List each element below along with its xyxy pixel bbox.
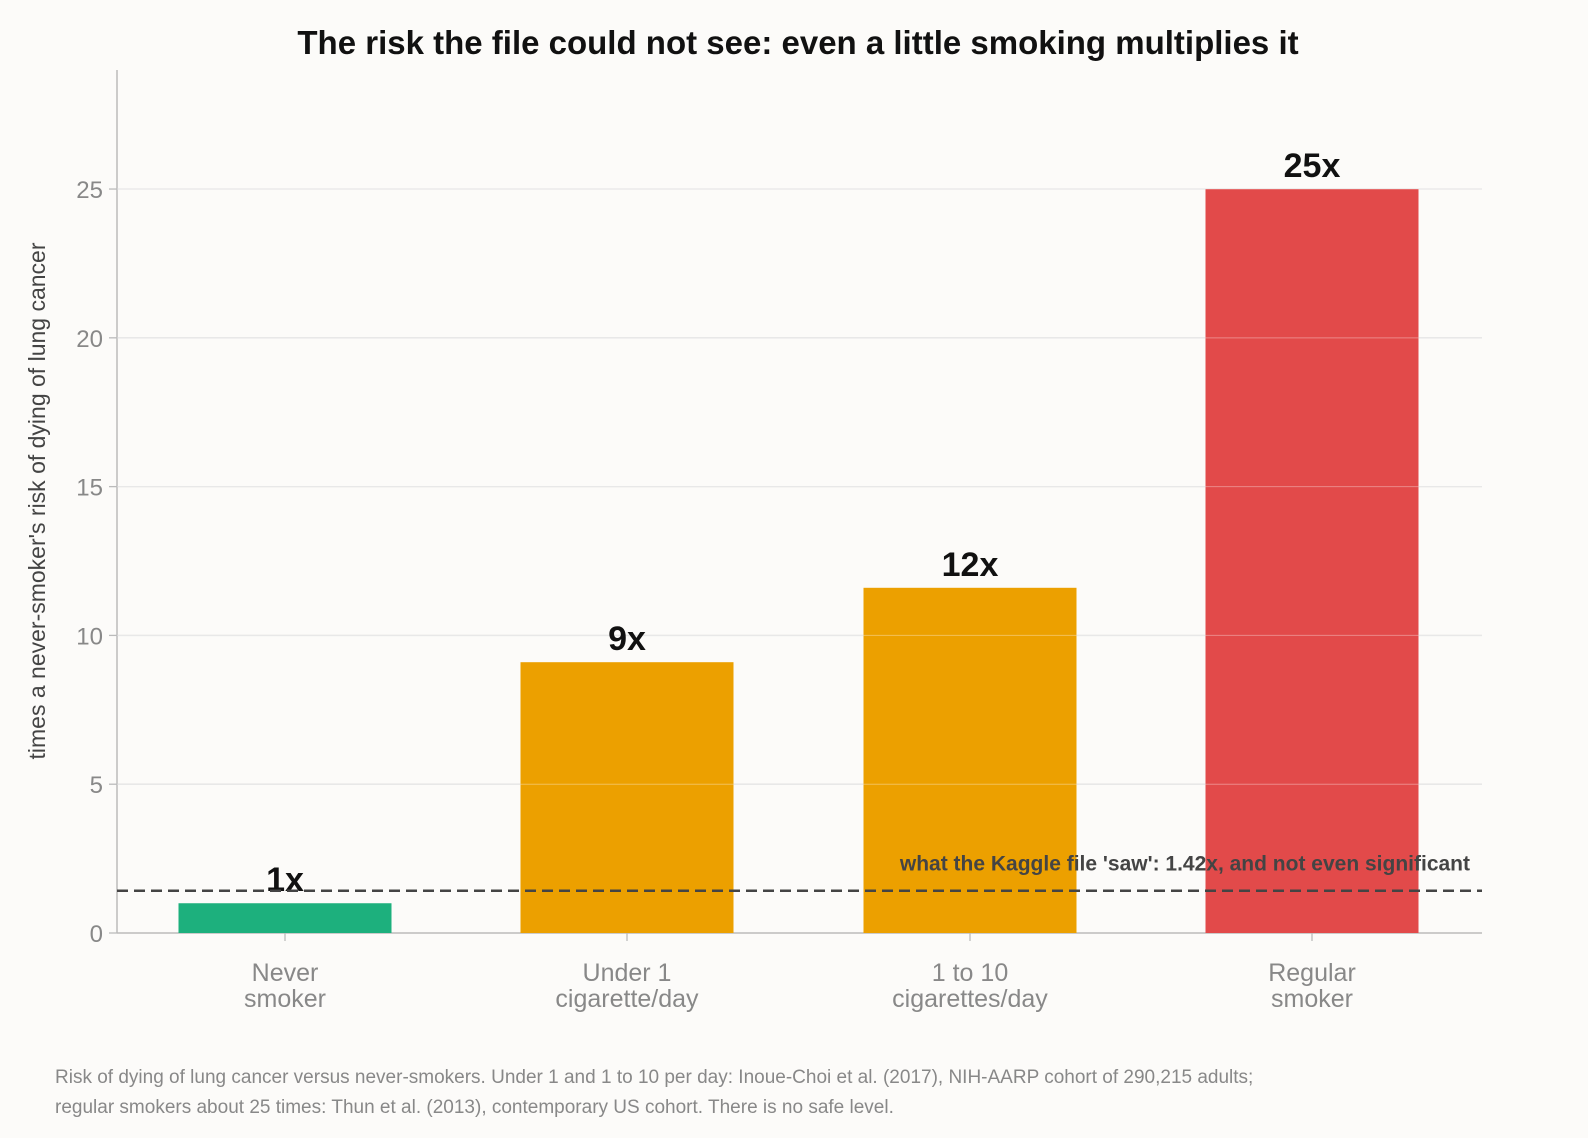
bar [863, 587, 1077, 933]
data-label: 12x [942, 546, 999, 584]
bar [1205, 189, 1419, 933]
y-tick-label: 20 [76, 326, 103, 353]
y-tick-label: 25 [76, 177, 103, 204]
bar [178, 903, 392, 933]
x-category-label: cigarette/day [555, 985, 699, 1013]
data-label: 25x [1284, 147, 1341, 185]
footnote: Risk of dying of lung cancer versus neve… [55, 1067, 1253, 1118]
y-axis-label: times a never-smoker's risk of dying of … [24, 242, 50, 759]
y-tick-label: 5 [90, 772, 103, 799]
x-category-label: Under 1 [583, 959, 672, 987]
y-tick-label: 15 [76, 475, 103, 502]
data-label: 1x [266, 861, 304, 899]
data-labels: 1x 9x 12x 25x [266, 147, 1340, 899]
x-category-label: smoker [1271, 985, 1353, 1013]
footnote-line: Risk of dying of lung cancer versus neve… [55, 1067, 1253, 1088]
bars [117, 188, 1482, 933]
x-category-label: Never [252, 959, 319, 987]
y-tick-label: 10 [76, 623, 103, 650]
reference-line-group: what the Kaggle file 'saw': 1.42x, and n… [117, 853, 1482, 892]
chart-title: The risk the file could not see: even a … [297, 24, 1298, 61]
bar [520, 662, 734, 933]
x-category-label: Regular [1268, 959, 1356, 987]
x-category-label: 1 to 10 [932, 959, 1008, 987]
y-tick-label: 0 [90, 921, 103, 948]
reference-line-label: what the Kaggle file 'saw': 1.42x, and n… [899, 853, 1470, 876]
data-label: 9x [608, 620, 646, 658]
footnote-line: regular smokers about 25 times: Thun et … [55, 1097, 894, 1118]
tick-labels: 0 5 10 15 20 25 [76, 177, 103, 948]
x-category-label: smoker [244, 985, 326, 1013]
x-category-label: cigarettes/day [892, 985, 1048, 1013]
